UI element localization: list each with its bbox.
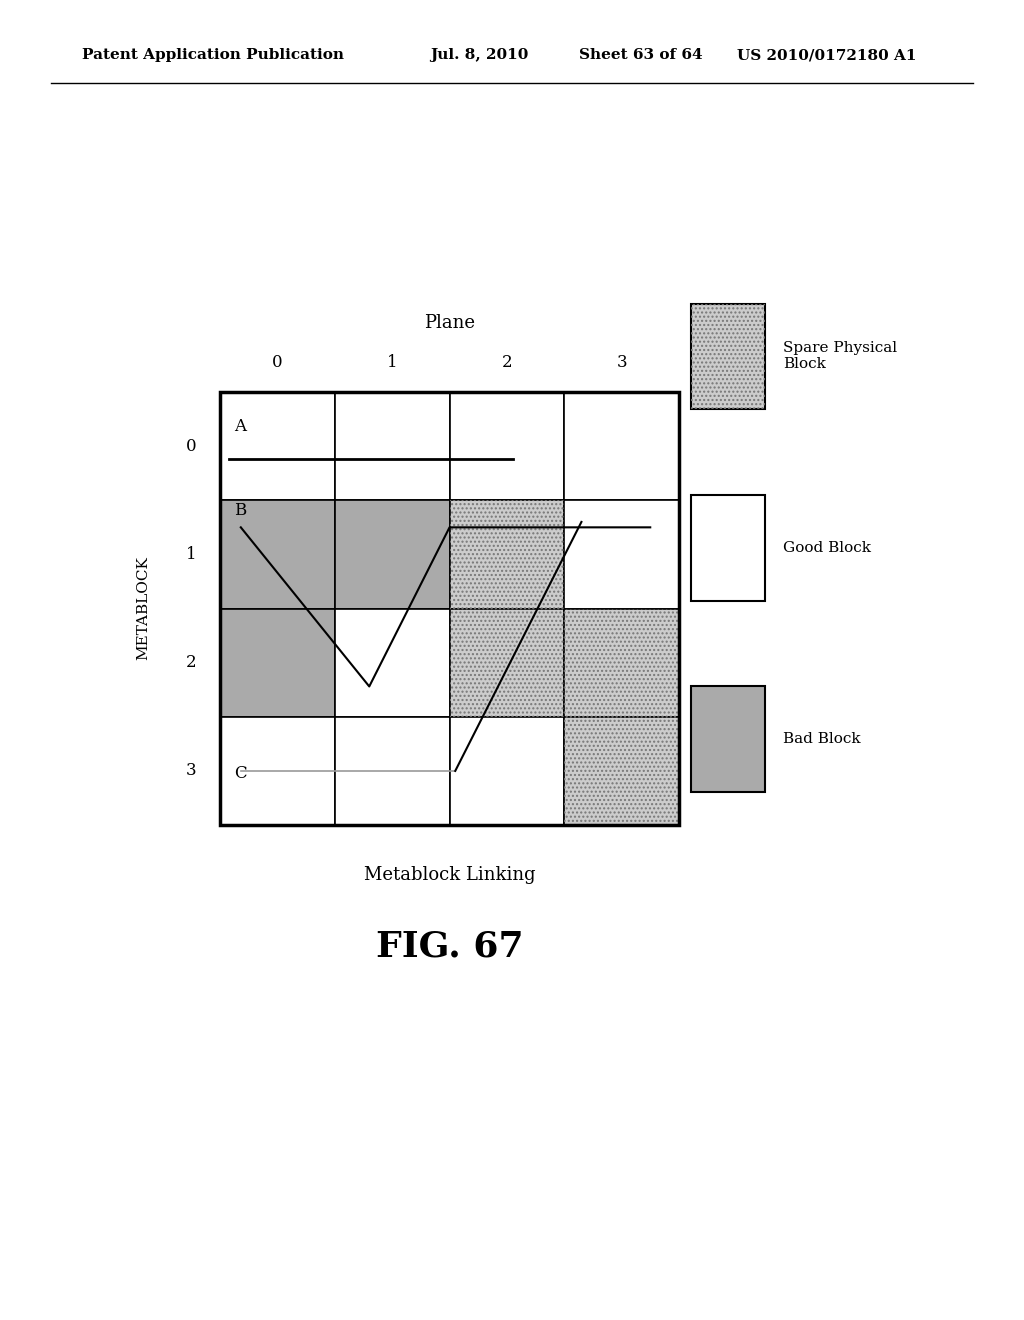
Bar: [220, 392, 679, 825]
Bar: [335, 500, 450, 609]
Bar: [450, 500, 564, 609]
Text: FIG. 67: FIG. 67: [376, 929, 523, 964]
Bar: [450, 392, 564, 500]
Bar: [691, 495, 765, 601]
Bar: [220, 717, 335, 825]
Bar: [335, 717, 450, 825]
Text: Spare Physical
Block: Spare Physical Block: [783, 342, 897, 371]
Text: 1: 1: [186, 546, 197, 562]
Bar: [220, 609, 335, 717]
Text: Plane: Plane: [424, 314, 475, 333]
Bar: [564, 609, 679, 717]
Text: US 2010/0172180 A1: US 2010/0172180 A1: [737, 49, 916, 62]
Bar: [564, 609, 679, 717]
Bar: [691, 686, 765, 792]
Text: Good Block: Good Block: [783, 541, 871, 554]
Text: 2: 2: [502, 355, 512, 371]
Text: Bad Block: Bad Block: [783, 733, 861, 746]
Bar: [564, 717, 679, 825]
Bar: [450, 609, 564, 717]
Bar: [564, 717, 679, 825]
Bar: [691, 304, 765, 409]
Bar: [335, 392, 450, 500]
Text: METABLOCK: METABLOCK: [136, 557, 151, 660]
Text: B: B: [233, 502, 246, 519]
Bar: [564, 392, 679, 500]
Bar: [450, 500, 564, 609]
Text: Metablock Linking: Metablock Linking: [364, 866, 536, 884]
Text: Jul. 8, 2010: Jul. 8, 2010: [430, 49, 528, 62]
Bar: [220, 500, 335, 609]
Text: C: C: [233, 764, 247, 781]
Text: 0: 0: [186, 438, 197, 454]
Text: Patent Application Publication: Patent Application Publication: [82, 49, 344, 62]
Text: 0: 0: [272, 355, 283, 371]
Bar: [220, 392, 335, 500]
Bar: [564, 500, 679, 609]
Text: 2: 2: [186, 655, 197, 671]
Text: 1: 1: [387, 355, 397, 371]
Text: A: A: [233, 418, 246, 436]
Bar: [691, 304, 765, 409]
Bar: [450, 717, 564, 825]
Bar: [450, 609, 564, 717]
Text: 3: 3: [186, 763, 197, 779]
Text: Sheet 63 of 64: Sheet 63 of 64: [579, 49, 702, 62]
Bar: [335, 609, 450, 717]
Text: 3: 3: [616, 355, 627, 371]
